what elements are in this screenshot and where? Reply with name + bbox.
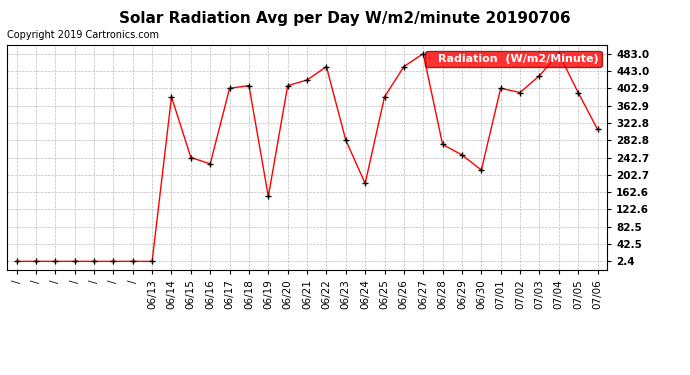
Text: Solar Radiation Avg per Day W/m2/minute 20190706: Solar Radiation Avg per Day W/m2/minute …: [119, 11, 571, 26]
Text: Copyright 2019 Cartronics.com: Copyright 2019 Cartronics.com: [7, 30, 159, 40]
Legend: Radiation  (W/m2/Minute): Radiation (W/m2/Minute): [426, 51, 602, 67]
